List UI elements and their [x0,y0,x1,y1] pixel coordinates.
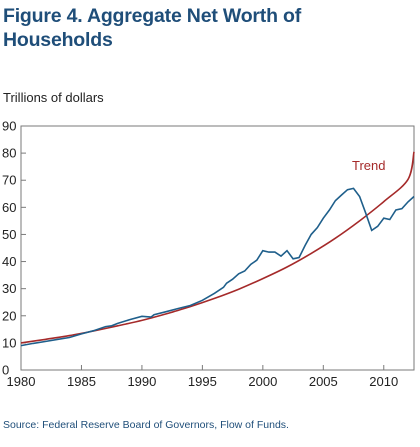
chart-title: Figure 4. Aggregate Net Worth of Househo… [3,5,302,51]
y-tick-label: 80 [2,146,16,161]
y-tick-label: 0 [2,363,9,378]
plot-frame [20,125,415,371]
y-tick-label: 60 [2,200,16,215]
x-tick-label: 2005 [309,374,338,389]
y-tick-label: 70 [2,173,16,188]
y-tick-label: 50 [2,227,16,242]
y-axis-label: Trillions of dollars [3,90,104,105]
x-tick-label: 1980 [7,374,36,389]
net-worth-line [20,187,415,347]
source-note: Source: Federal Reserve Board of Governo… [3,419,289,431]
x-tick-label: 1985 [67,374,96,389]
y-tick-label: 40 [2,254,16,269]
trend-line [20,151,415,344]
x-tick-label: 1995 [188,374,217,389]
y-tick-label: 20 [2,308,16,323]
trend-annotation: Trend [352,158,385,173]
x-tick-label: 1990 [127,374,156,389]
y-tick-label: 10 [2,335,16,350]
x-tick-label: 2010 [369,374,398,389]
x-tick-label: 2000 [248,374,277,389]
y-tick-label: 30 [2,281,16,296]
y-tick-label: 90 [2,119,16,134]
